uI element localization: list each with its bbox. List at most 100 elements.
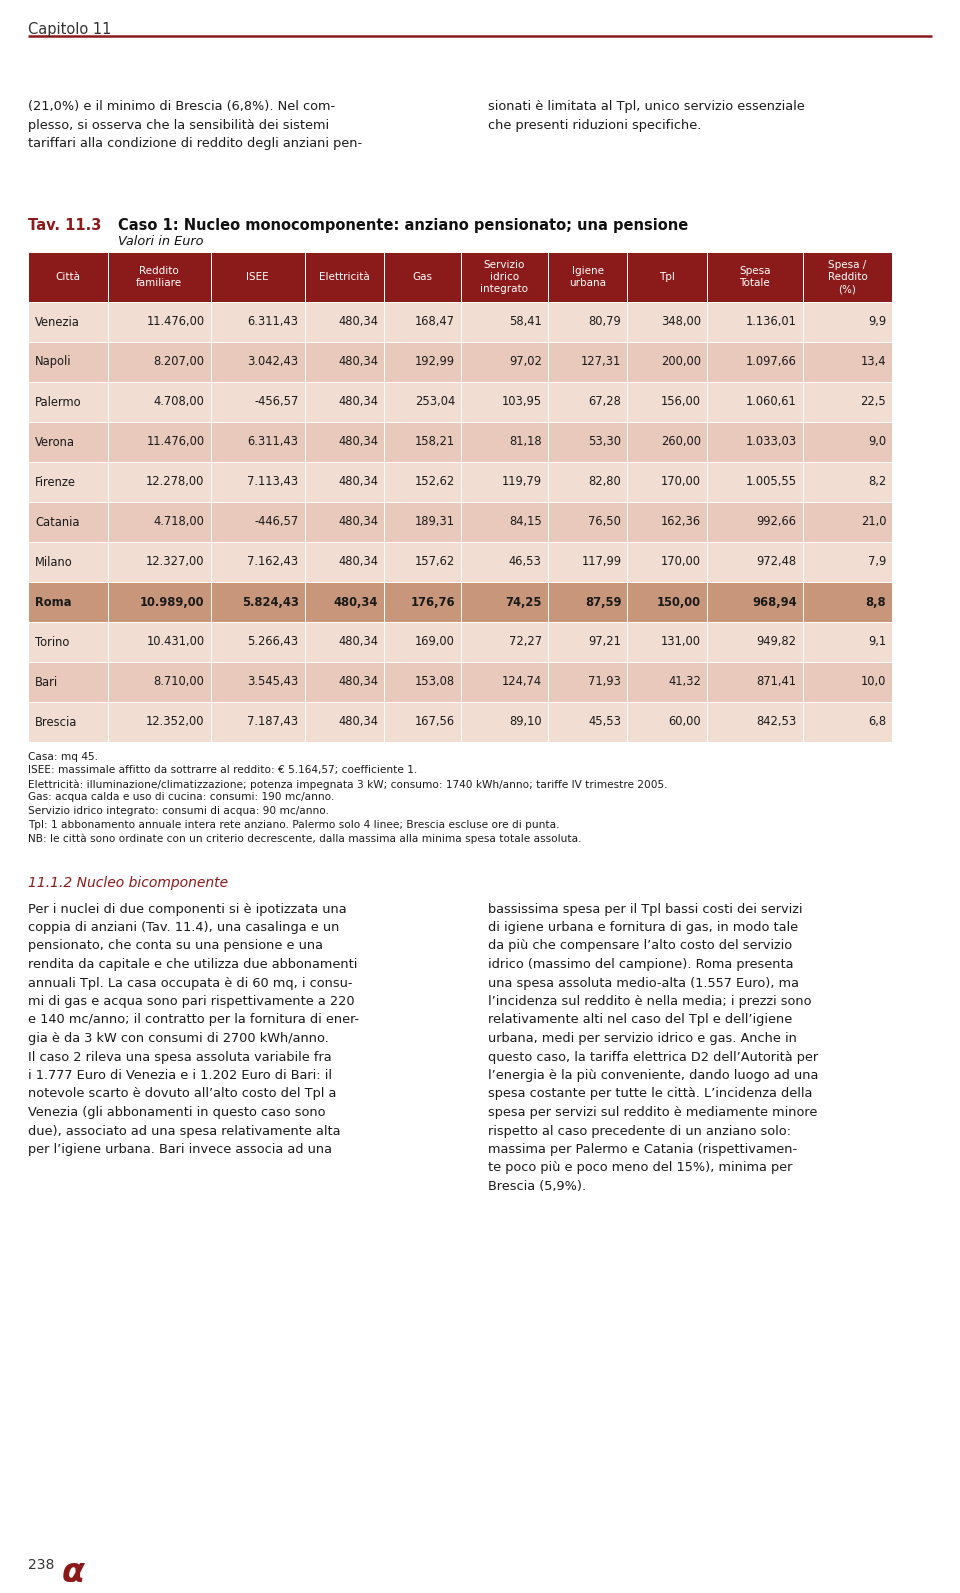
Bar [803, 703, 892, 742]
Text: 72,27: 72,27 [509, 636, 541, 648]
Text: 7.113,43: 7.113,43 [248, 475, 299, 489]
Text: 74,25: 74,25 [505, 596, 541, 609]
Text: 103,95: 103,95 [502, 395, 541, 408]
Text: 158,21: 158,21 [415, 435, 455, 449]
Bar [210, 542, 304, 581]
Text: Gas: acqua calda e uso di cucina: consumi: 190 mc/anno.: Gas: acqua calda e uso di cucina: consum… [28, 792, 334, 803]
Text: -456,57: -456,57 [254, 395, 299, 408]
Bar [707, 342, 803, 382]
Text: 53,30: 53,30 [588, 435, 621, 449]
Bar [627, 303, 707, 342]
Text: 1.005,55: 1.005,55 [746, 475, 797, 489]
Bar [461, 703, 548, 742]
Bar [627, 252, 707, 303]
Text: 1.097,66: 1.097,66 [746, 355, 797, 368]
Bar [627, 621, 707, 663]
Bar [803, 252, 892, 303]
Bar [108, 581, 210, 621]
Text: Firenze: Firenze [35, 475, 76, 489]
Text: 10.989,00: 10.989,00 [140, 596, 204, 609]
Text: sionati è limitata al Tpl, unico servizio essenziale
che presenti riduzioni spec: sionati è limitata al Tpl, unico servizi… [488, 100, 804, 132]
Text: 480,34: 480,34 [338, 715, 378, 728]
Text: 119,79: 119,79 [502, 475, 541, 489]
Text: Igiene
urbana: Igiene urbana [569, 266, 606, 288]
Bar [28, 542, 108, 581]
Bar [304, 382, 384, 422]
Bar [803, 542, 892, 581]
Bar [384, 422, 461, 462]
Bar [803, 422, 892, 462]
Bar [384, 462, 461, 502]
Text: 7.187,43: 7.187,43 [248, 715, 299, 728]
Text: 150,00: 150,00 [657, 596, 701, 609]
Text: Elettricità: Elettricità [319, 272, 370, 282]
Text: 10.431,00: 10.431,00 [147, 636, 204, 648]
Text: Casa: mq 45.: Casa: mq 45. [28, 752, 98, 761]
Text: 170,00: 170,00 [660, 475, 701, 489]
Text: 949,82: 949,82 [756, 636, 797, 648]
Bar [627, 502, 707, 542]
Text: 87,59: 87,59 [585, 596, 621, 609]
Bar [304, 663, 384, 703]
Bar [627, 422, 707, 462]
Text: 169,00: 169,00 [415, 636, 455, 648]
Text: 480,34: 480,34 [338, 516, 378, 529]
Text: 124,74: 124,74 [502, 675, 541, 688]
Bar [108, 462, 210, 502]
Text: 871,41: 871,41 [756, 675, 797, 688]
Text: Città: Città [56, 272, 81, 282]
Bar [384, 621, 461, 663]
Text: 842,53: 842,53 [756, 715, 797, 728]
Bar [461, 621, 548, 663]
Bar [707, 303, 803, 342]
Text: 7.162,43: 7.162,43 [248, 556, 299, 569]
Text: Torino: Torino [35, 636, 69, 648]
Bar [28, 621, 108, 663]
Bar [627, 382, 707, 422]
Bar [304, 703, 384, 742]
Text: Brescia: Brescia [35, 715, 78, 728]
Bar [627, 542, 707, 581]
Bar [28, 422, 108, 462]
Text: 1.060,61: 1.060,61 [746, 395, 797, 408]
Bar [304, 621, 384, 663]
Bar [108, 542, 210, 581]
Bar [461, 542, 548, 581]
Bar [548, 462, 627, 502]
Bar [210, 581, 304, 621]
Bar [627, 342, 707, 382]
Bar [210, 382, 304, 422]
Text: 81,18: 81,18 [509, 435, 541, 449]
Text: Napoli: Napoli [35, 355, 71, 368]
Bar [384, 703, 461, 742]
Bar [548, 621, 627, 663]
Bar [803, 581, 892, 621]
Text: Spesa
Totale: Spesa Totale [739, 266, 771, 288]
Bar [384, 502, 461, 542]
Bar [210, 703, 304, 742]
Text: 192,99: 192,99 [415, 355, 455, 368]
Text: 13,4: 13,4 [861, 355, 886, 368]
Text: 152,62: 152,62 [415, 475, 455, 489]
Text: 10,0: 10,0 [861, 675, 886, 688]
Text: 162,36: 162,36 [660, 516, 701, 529]
Text: Milano: Milano [35, 556, 73, 569]
Bar [28, 703, 108, 742]
Text: 4.718,00: 4.718,00 [154, 516, 204, 529]
Bar [707, 502, 803, 542]
Bar [548, 382, 627, 422]
Text: 480,34: 480,34 [338, 475, 378, 489]
Bar [548, 342, 627, 382]
Text: 200,00: 200,00 [660, 355, 701, 368]
Text: Tav. 11.3: Tav. 11.3 [28, 218, 102, 233]
Bar [28, 382, 108, 422]
Text: 480,34: 480,34 [338, 395, 378, 408]
Text: Caso 1: Nucleo monocomponente: anziano pensionato; una pensione: Caso 1: Nucleo monocomponente: anziano p… [118, 218, 688, 233]
Text: 480,34: 480,34 [338, 435, 378, 449]
Text: Palermo: Palermo [35, 395, 82, 408]
Bar [28, 342, 108, 382]
Bar [108, 303, 210, 342]
Text: NB: le città sono ordinate con un criterio decrescente, dalla massima alla minim: NB: le città sono ordinate con un criter… [28, 833, 582, 844]
Bar [210, 663, 304, 703]
Bar [627, 663, 707, 703]
